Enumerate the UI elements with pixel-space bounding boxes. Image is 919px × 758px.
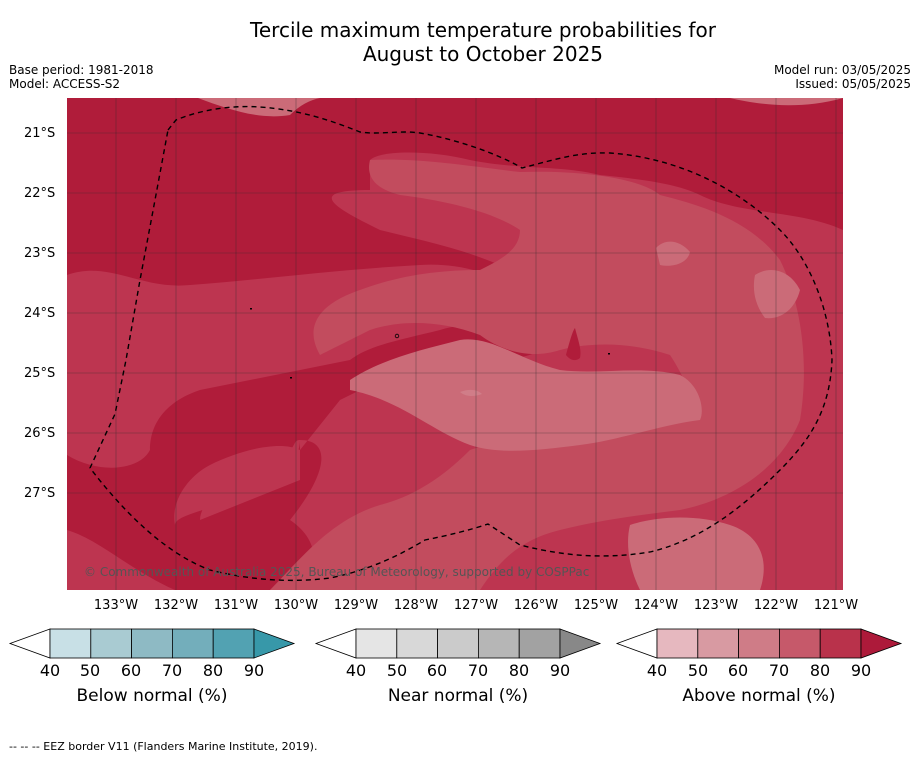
lon-label: 131°W <box>213 598 259 613</box>
legend-below-tick: 50 <box>79 661 101 680</box>
legend-near-tick: 80 <box>508 661 530 680</box>
lat-label: 26°S <box>24 426 56 441</box>
islands <box>250 308 610 379</box>
lon-label: 126°W <box>513 598 559 613</box>
lat-label: 25°S <box>24 366 56 381</box>
lat-label: 23°S <box>24 246 56 261</box>
lon-label: 129°W <box>333 598 379 613</box>
lon-label: 122°W <box>753 598 799 613</box>
legend-below-tick: 60 <box>120 661 142 680</box>
lon-label: 123°W <box>693 598 739 613</box>
chart-title: Tercile maximum temperature probabilitie… <box>0 18 919 66</box>
legend-near-tick: 90 <box>549 661 571 680</box>
lon-label: 132°W <box>153 598 199 613</box>
lat-label: 27°S <box>24 486 56 501</box>
lon-label: 133°W <box>93 598 139 613</box>
lon-label: 128°W <box>393 598 439 613</box>
base-period: Base period: 1981-2018 <box>9 63 154 77</box>
copyright-notice: © Commonwealth of Australia 2025, Bureau… <box>84 565 590 579</box>
legend-near-label: Near normal (%) <box>387 686 529 706</box>
legend-below-tick: 80 <box>202 661 224 680</box>
title-line-1: Tercile maximum temperature probabilitie… <box>250 18 716 42</box>
legend-above-tick: 40 <box>646 661 668 680</box>
footnote: -- -- -- EEZ border V11 (Flanders Marine… <box>9 740 318 753</box>
legend-below-tick: 70 <box>161 661 183 680</box>
lat-label: 21°S <box>24 126 56 141</box>
lon-label: 121°W <box>813 598 859 613</box>
eez-border <box>89 105 833 582</box>
lat-label: 24°S <box>24 306 56 321</box>
dark-streak <box>566 328 581 361</box>
legend-below-label: Below normal (%) <box>76 686 228 706</box>
small-patch <box>460 389 482 397</box>
legend-below-tick: 40 <box>39 661 61 680</box>
issued-date: Issued: 05/05/2025 <box>795 77 911 91</box>
legend-near-tick: 40 <box>345 661 367 680</box>
title-line-2: August to October 2025 <box>362 42 604 66</box>
map-field <box>67 98 843 590</box>
lon-gridlines <box>115 98 837 590</box>
meta-left: Base period: 1981-2018 Model: ACCESS-S2 <box>9 63 154 91</box>
model-name: Model: ACCESS-S2 <box>9 77 121 91</box>
legend-above-tick: 60 <box>727 661 749 680</box>
lon-label: 125°W <box>573 598 619 613</box>
model-run: Model run: 03/05/2025 <box>773 63 911 77</box>
legend-near-tick: 70 <box>467 661 489 680</box>
legend-above-tick: 80 <box>809 661 831 680</box>
lon-label: 124°W <box>633 598 679 613</box>
lon-label: 127°W <box>453 598 499 613</box>
meta-right: Model run: 03/05/2025 Issued: 05/05/2025 <box>774 63 911 91</box>
legend-below-tick: 90 <box>243 661 265 680</box>
legend-above-tick: 90 <box>850 661 872 680</box>
region-above-70 <box>270 159 804 590</box>
legend-above-tick: 70 <box>768 661 790 680</box>
lat-label: 22°S <box>24 186 56 201</box>
legend-above-tick: 50 <box>687 661 709 680</box>
legend-near-tick: 60 <box>426 661 448 680</box>
lon-label: 130°W <box>273 598 319 613</box>
lat-gridlines <box>67 132 843 494</box>
legend-near-tick: 50 <box>386 661 408 680</box>
legend-above-label: Above normal (%) <box>682 686 836 706</box>
